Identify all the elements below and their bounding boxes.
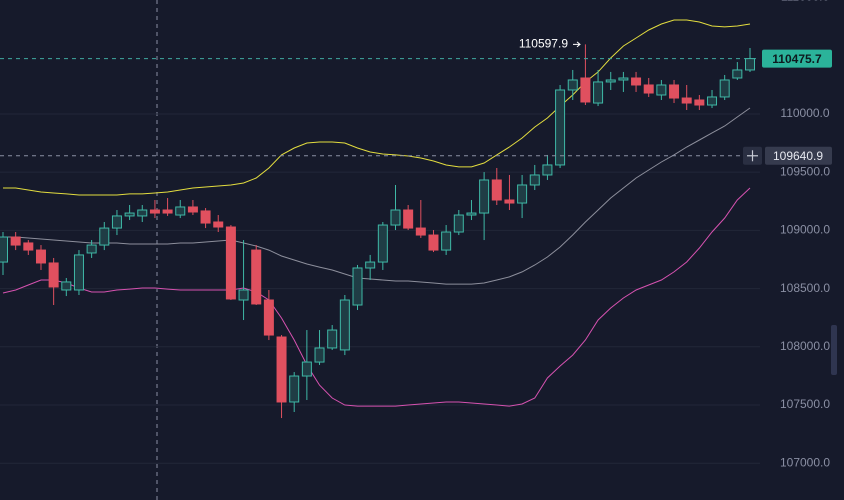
candle-body <box>314 347 325 363</box>
candle-body <box>162 209 173 214</box>
band-line <box>3 19 751 196</box>
candle-body <box>0 236 8 263</box>
y-tick-label: 111000.0 <box>781 0 830 4</box>
candle-body <box>517 184 528 204</box>
high-arrow <box>573 41 581 48</box>
candle-body <box>61 281 72 291</box>
y-tick-label: 107500.0 <box>780 397 830 411</box>
candle-body <box>453 214 464 233</box>
y-tick-label: 110000.0 <box>780 106 829 120</box>
candle-body <box>669 84 680 99</box>
candle-body <box>618 77 629 81</box>
candle-body <box>238 289 249 301</box>
candle-body <box>567 79 578 91</box>
candle-body <box>643 84 654 94</box>
y-tick-label: 109500.0 <box>780 164 830 178</box>
last-price-box <box>762 49 832 68</box>
candle-body <box>111 215 122 229</box>
candle-body <box>529 174 540 186</box>
candle-body <box>580 77 591 103</box>
candle-body <box>200 210 211 224</box>
candle-body <box>276 336 287 403</box>
candle-body <box>289 375 300 403</box>
y-tick-label: 109000.0 <box>780 223 830 237</box>
candle-body <box>555 89 566 166</box>
candle-body <box>542 164 553 176</box>
candle-body <box>149 209 160 214</box>
candle-body <box>327 329 338 349</box>
candle-body <box>225 226 236 300</box>
candle-body <box>301 361 312 377</box>
candle-body <box>403 209 414 229</box>
candle-body <box>213 221 224 228</box>
candle-body <box>10 236 21 246</box>
candle-body <box>73 254 84 291</box>
candle-body <box>605 79 616 83</box>
candle-body <box>479 179 490 214</box>
candle-body <box>251 249 262 305</box>
candle-body <box>707 96 718 106</box>
scroll-handle[interactable] <box>831 325 837 375</box>
candle-body <box>390 209 401 226</box>
band-line <box>3 107 751 285</box>
candle-body <box>593 81 604 104</box>
y-tick-label: 108000.0 <box>780 339 830 353</box>
candle-body <box>365 261 376 269</box>
candle-body <box>441 231 452 251</box>
candle-body <box>694 99 705 106</box>
candle-body <box>491 179 502 201</box>
band-line <box>2 187 751 407</box>
candle-body <box>137 209 148 217</box>
y-tick-label: 107000.0 <box>780 455 830 469</box>
candle-body <box>175 206 186 216</box>
candle-body <box>23 242 34 251</box>
candle-body <box>681 97 692 104</box>
crosshair-label: 109640.9 <box>773 149 823 163</box>
candle-body <box>428 234 439 251</box>
candle-body <box>86 244 97 254</box>
candle-body <box>745 58 755 71</box>
crosshair-box <box>765 146 832 165</box>
candle-body <box>732 69 743 79</box>
candle-body <box>656 84 667 96</box>
candle-body <box>466 212 477 216</box>
candle-body <box>339 299 350 351</box>
candle-body <box>124 212 135 217</box>
candle-body <box>415 227 426 236</box>
candle-body <box>263 299 274 336</box>
candle-body <box>352 267 363 306</box>
candle-body <box>719 79 730 98</box>
candle-body <box>377 224 388 263</box>
y-tick-label: 108500.0 <box>780 281 830 295</box>
candle-body <box>504 199 515 204</box>
last-price-label: 110475.7 <box>772 52 822 66</box>
candle-body <box>99 227 110 246</box>
candle-body <box>48 262 59 288</box>
candle-body <box>187 206 198 213</box>
candle-body <box>35 249 46 264</box>
high-annotation: 110597.9 <box>519 37 568 51</box>
candle-body <box>631 77 642 86</box>
